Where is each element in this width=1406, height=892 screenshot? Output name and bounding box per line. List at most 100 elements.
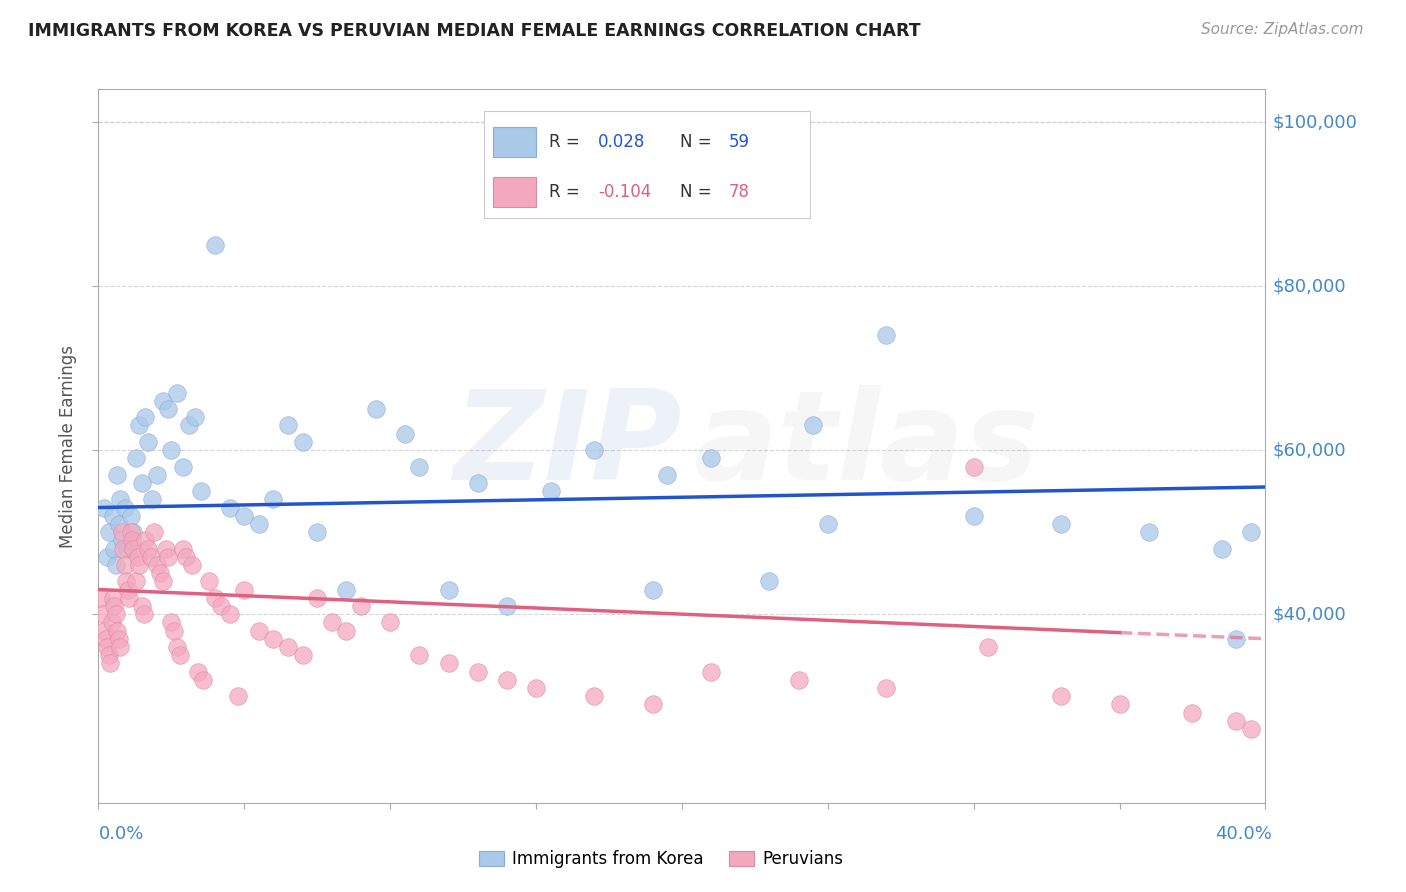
Point xyxy=(437,582,460,597)
Point xyxy=(111,533,134,548)
Text: $60,000: $60,000 xyxy=(1272,442,1346,459)
Point xyxy=(641,582,664,597)
Point xyxy=(1050,516,1073,531)
Point xyxy=(94,632,117,646)
Point xyxy=(204,591,226,605)
Point xyxy=(524,681,547,695)
Point xyxy=(160,443,183,458)
Point xyxy=(700,451,723,466)
Point xyxy=(166,640,188,654)
Point xyxy=(190,484,212,499)
Point xyxy=(172,459,194,474)
Point xyxy=(101,508,124,523)
Bar xyxy=(494,127,536,157)
Text: Source: ZipAtlas.com: Source: ZipAtlas.com xyxy=(1201,22,1364,37)
Point xyxy=(228,689,250,703)
Point xyxy=(104,558,127,572)
Point xyxy=(96,640,118,654)
Text: -0.104: -0.104 xyxy=(598,183,651,201)
Text: $80,000: $80,000 xyxy=(1272,277,1346,295)
Text: 40.0%: 40.0% xyxy=(1216,825,1272,843)
Point xyxy=(105,467,128,482)
Point xyxy=(157,402,180,417)
Point xyxy=(204,238,226,252)
Text: 78: 78 xyxy=(728,183,749,201)
Point xyxy=(97,525,120,540)
Point xyxy=(146,558,169,572)
Point xyxy=(117,582,139,597)
Point xyxy=(378,615,402,630)
Point xyxy=(817,516,839,531)
Point xyxy=(105,624,128,638)
Point xyxy=(1050,689,1073,703)
Point xyxy=(134,410,156,425)
Point xyxy=(1108,698,1130,712)
Text: $40,000: $40,000 xyxy=(1272,605,1346,624)
Point xyxy=(136,434,159,449)
Point xyxy=(801,418,824,433)
Point xyxy=(583,443,606,458)
Text: N =: N = xyxy=(679,133,717,151)
Text: IMMIGRANTS FROM KOREA VS PERUVIAN MEDIAN FEMALE EARNINGS CORRELATION CHART: IMMIGRANTS FROM KOREA VS PERUVIAN MEDIAN… xyxy=(28,22,921,40)
Point xyxy=(437,657,460,671)
Point xyxy=(408,648,430,662)
Point xyxy=(120,525,142,540)
Point xyxy=(335,582,357,597)
Point xyxy=(174,549,197,564)
Point xyxy=(247,516,270,531)
Point xyxy=(110,492,132,507)
Point xyxy=(117,541,139,556)
Point xyxy=(98,657,121,671)
Point xyxy=(155,541,177,556)
Point xyxy=(187,665,209,679)
Point xyxy=(97,648,120,662)
Point xyxy=(307,591,329,605)
Point xyxy=(103,599,125,613)
Point xyxy=(132,607,155,622)
Point xyxy=(657,467,679,482)
Text: 59: 59 xyxy=(728,133,749,151)
Text: 0.0%: 0.0% xyxy=(98,825,143,843)
Point xyxy=(118,591,141,605)
Point xyxy=(291,434,314,449)
Point xyxy=(335,624,357,638)
Point xyxy=(111,525,134,540)
Point xyxy=(136,541,159,556)
Point xyxy=(180,558,202,572)
Point xyxy=(134,533,156,548)
Point xyxy=(262,632,284,646)
Point xyxy=(875,328,897,343)
Point xyxy=(131,599,153,613)
Point xyxy=(875,681,897,695)
Point xyxy=(700,665,723,679)
Point xyxy=(152,393,174,408)
Point xyxy=(540,484,562,499)
Point xyxy=(350,599,373,613)
Point xyxy=(149,566,172,581)
Point xyxy=(218,500,240,515)
Point xyxy=(467,665,489,679)
Legend: Immigrants from Korea, Peruvians: Immigrants from Korea, Peruvians xyxy=(472,844,849,875)
Bar xyxy=(494,177,536,207)
Point xyxy=(142,525,165,540)
Point xyxy=(90,591,112,605)
Point xyxy=(321,615,343,630)
Point xyxy=(110,640,132,654)
Point xyxy=(152,574,174,589)
Point xyxy=(172,541,194,556)
Point xyxy=(394,426,416,441)
Point xyxy=(127,549,149,564)
Point xyxy=(122,541,145,556)
Point xyxy=(247,624,270,638)
Point xyxy=(495,673,517,687)
Point xyxy=(962,459,984,474)
Point xyxy=(114,558,136,572)
Point xyxy=(166,385,188,400)
Point xyxy=(1181,706,1204,720)
Point xyxy=(364,402,387,417)
Point xyxy=(177,418,200,433)
Text: R =: R = xyxy=(548,133,585,151)
Text: R =: R = xyxy=(548,183,585,201)
Point xyxy=(641,698,664,712)
Point xyxy=(277,418,299,433)
